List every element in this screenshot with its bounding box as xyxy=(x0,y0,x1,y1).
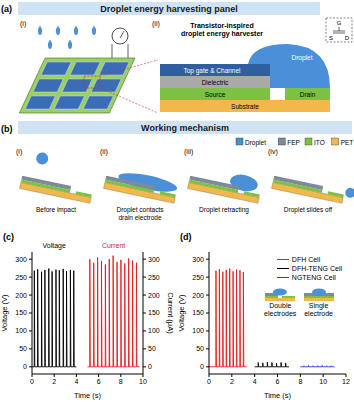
svg-text:droplet energy harvester: droplet energy harvester xyxy=(181,30,263,38)
svg-text:0: 0 xyxy=(23,363,27,370)
svg-text:Droplet retracting: Droplet retracting xyxy=(199,206,249,214)
svg-text:50: 50 xyxy=(148,345,156,352)
html-text:NGTENG Cell: NGTENG Cell xyxy=(291,274,336,281)
svg-text:Time (s): Time (s) xyxy=(264,391,292,400)
svg-text:Droplet: Droplet xyxy=(292,54,313,62)
svg-text:6: 6 xyxy=(276,378,280,385)
svg-text:50: 50 xyxy=(19,345,27,352)
svg-text:Top gate & Channel: Top gate & Channel xyxy=(183,67,241,75)
svg-text:0: 0 xyxy=(148,363,152,370)
svg-text:100: 100 xyxy=(148,327,160,334)
svg-text:Voltage (V): Voltage (V) xyxy=(0,294,9,332)
svg-text:200: 200 xyxy=(192,292,204,299)
svg-text:Time (s): Time (s) xyxy=(74,391,102,400)
html-text:Current: Current xyxy=(101,242,126,249)
svg-text:200: 200 xyxy=(15,292,27,299)
svg-text:0: 0 xyxy=(30,378,34,385)
svg-text:100: 100 xyxy=(15,327,27,334)
svg-text:250: 250 xyxy=(148,274,160,281)
svg-text:150: 150 xyxy=(148,309,160,316)
svg-text:2: 2 xyxy=(52,378,56,385)
svg-text:Droplet slides off: Droplet slides off xyxy=(284,206,332,214)
svg-text:300: 300 xyxy=(148,256,160,263)
svg-text:(b): (b) xyxy=(1,124,13,134)
svg-text:2: 2 xyxy=(230,378,234,385)
html-text:Single: Single xyxy=(308,302,329,309)
svg-text:G: G xyxy=(337,20,342,26)
svg-text:150: 150 xyxy=(15,309,27,316)
svg-text:(i): (i) xyxy=(16,148,22,156)
svg-text:Substrate: Substrate xyxy=(231,103,259,110)
svg-text:0: 0 xyxy=(207,378,211,385)
html-text:(d): (d) xyxy=(180,232,192,242)
svg-text:S: S xyxy=(329,35,333,41)
svg-text:(a): (a) xyxy=(1,4,12,14)
svg-text:D: D xyxy=(345,35,350,41)
svg-text:250: 250 xyxy=(15,274,27,281)
svg-text:Drain: Drain xyxy=(300,91,316,98)
svg-text:Dielectric: Dielectric xyxy=(202,79,229,86)
svg-text:300: 300 xyxy=(15,256,27,263)
svg-text:Working mechanism: Working mechanism xyxy=(141,123,229,133)
svg-text:(i): (i) xyxy=(20,20,26,28)
html-text:DFH-TENG Cell: DFH-TENG Cell xyxy=(291,265,342,272)
svg-text:Droplet: Droplet xyxy=(245,139,266,147)
svg-text:8: 8 xyxy=(119,378,123,385)
svg-text:10: 10 xyxy=(319,378,327,385)
html-text:electrode: electrode xyxy=(304,310,333,317)
svg-text:6: 6 xyxy=(97,378,101,385)
svg-text:12: 12 xyxy=(342,378,350,385)
svg-text:250: 250 xyxy=(192,274,204,281)
svg-text:Droplet energy harvesting pane: Droplet energy harvesting panel xyxy=(100,4,238,14)
svg-text:200: 200 xyxy=(148,292,160,299)
svg-text:Source: Source xyxy=(205,91,226,98)
svg-text:FEP: FEP xyxy=(287,139,300,146)
svg-text:0: 0 xyxy=(200,363,204,370)
svg-text:(ii): (ii) xyxy=(100,148,108,156)
html-text:electrodes: electrodes xyxy=(264,310,297,317)
svg-text:(iii): (iii) xyxy=(184,148,193,156)
svg-text:(ii): (ii) xyxy=(152,20,160,28)
html-text:DFH Cell: DFH Cell xyxy=(291,256,321,263)
svg-text:8: 8 xyxy=(298,378,302,385)
html-text:(c): (c) xyxy=(3,232,14,242)
svg-text:300: 300 xyxy=(192,256,204,263)
html-text:Voltage: Voltage xyxy=(42,242,66,249)
svg-text:4: 4 xyxy=(74,378,78,385)
svg-text:ITO: ITO xyxy=(314,139,325,146)
svg-text:10: 10 xyxy=(139,378,147,385)
svg-text:4: 4 xyxy=(253,378,257,385)
svg-text:Before impact: Before impact xyxy=(36,206,76,214)
svg-text:100: 100 xyxy=(192,327,204,334)
svg-text:Transistor-inspired: Transistor-inspired xyxy=(190,22,253,30)
svg-text:50: 50 xyxy=(196,345,204,352)
svg-text:Current (μA): Current (μA) xyxy=(166,292,175,334)
html-text:Double: Double xyxy=(269,302,292,309)
svg-text:drain electrode: drain electrode xyxy=(119,214,162,221)
svg-text:Droplet contacts: Droplet contacts xyxy=(117,206,165,214)
svg-text:PET: PET xyxy=(341,139,354,146)
svg-text:(iv): (iv) xyxy=(268,148,278,156)
svg-text:150: 150 xyxy=(192,309,204,316)
svg-text:Voltage (V): Voltage (V) xyxy=(177,294,186,332)
